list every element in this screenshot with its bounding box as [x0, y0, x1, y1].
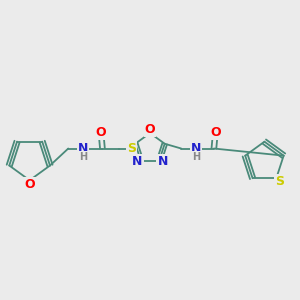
Text: N: N: [158, 155, 168, 168]
Text: S: S: [275, 175, 284, 188]
Text: H: H: [192, 152, 200, 161]
Text: N: N: [191, 142, 201, 155]
Text: O: O: [24, 178, 35, 191]
Text: O: O: [210, 126, 221, 139]
Text: O: O: [96, 126, 106, 139]
Text: N: N: [78, 142, 88, 155]
Text: O: O: [145, 123, 155, 136]
Text: H: H: [79, 152, 87, 161]
Text: S: S: [127, 142, 136, 155]
Text: N: N: [132, 155, 142, 168]
